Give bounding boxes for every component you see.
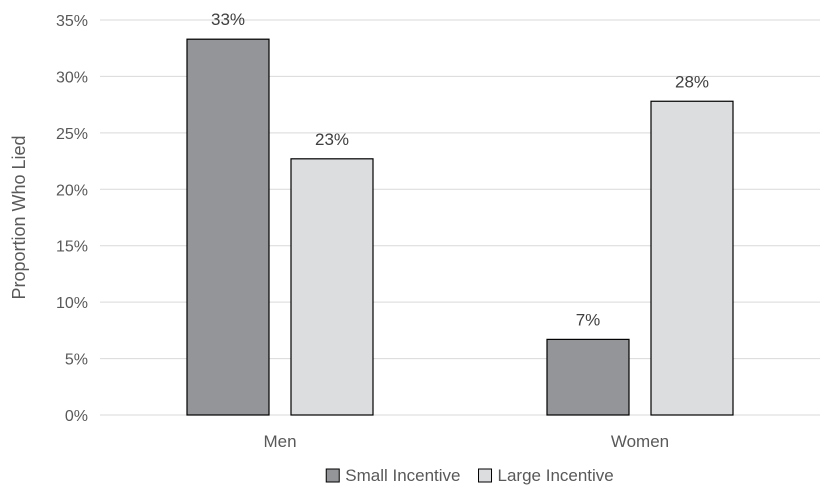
y-axis-title: Proportion Who Lied (9, 135, 29, 299)
y-axis-ticks: 0% 5% 10% 15% 20% 25% 30% 35% (56, 13, 88, 425)
bar-men-large-incentive (290, 158, 374, 416)
bar-women-large-incentive (650, 100, 734, 416)
legend-label: Large Incentive (498, 466, 614, 485)
x-category-label: Women (611, 432, 669, 451)
y-tick-label: 20% (56, 182, 88, 199)
bar-women-small-incentive (546, 338, 630, 416)
y-tick-label: 10% (56, 295, 88, 312)
y-tick-label: 0% (65, 408, 88, 425)
legend-label: Small Incentive (345, 466, 460, 485)
legend: Small Incentive Large Incentive (325, 466, 614, 485)
legend-swatch (478, 468, 493, 483)
data-label: 23% (315, 130, 349, 149)
y-tick-label: 35% (56, 13, 88, 30)
data-labels: 33% 23% 7% 28% (211, 10, 709, 329)
y-tick-label: 5% (65, 352, 88, 369)
legend-swatch (325, 468, 340, 483)
data-label: 28% (675, 72, 709, 91)
y-tick-label: 25% (56, 126, 88, 143)
bars (186, 38, 734, 416)
bar-men-small-incentive (186, 38, 270, 416)
x-axis-categories: Men Women (263, 432, 669, 451)
x-category-label: Men (263, 432, 296, 451)
data-label: 7% (576, 310, 601, 329)
y-tick-label: 30% (56, 69, 88, 86)
y-tick-label: 15% (56, 239, 88, 256)
data-label: 33% (211, 10, 245, 29)
